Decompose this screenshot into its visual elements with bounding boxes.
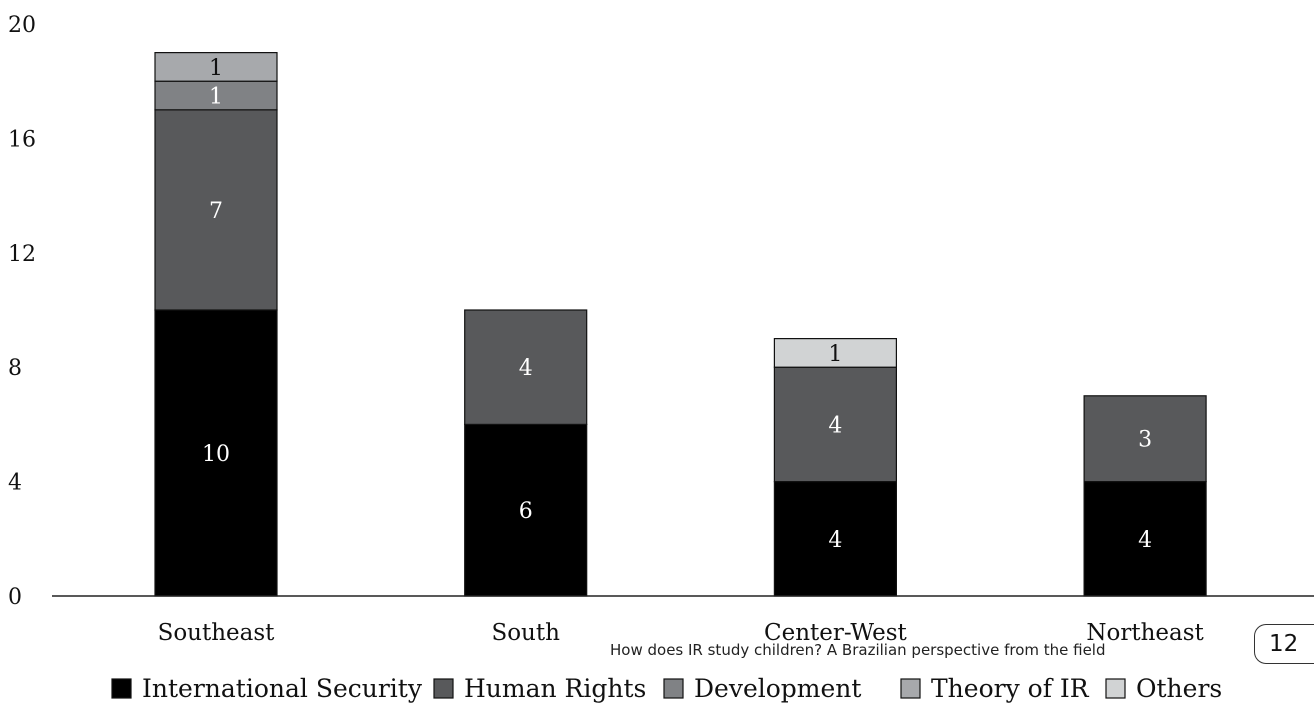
- x-category-label: Center-West: [764, 620, 908, 646]
- bar-value-label: 1: [209, 56, 223, 81]
- x-axis: Southeast South Center-West Northeast: [158, 620, 1205, 646]
- bar-value-label: 4: [519, 356, 533, 381]
- y-tick-label: 4: [8, 471, 22, 496]
- x-category-label: Northeast: [1086, 620, 1204, 646]
- y-tick-label: 8: [8, 356, 22, 381]
- y-tick-label: 12: [8, 242, 36, 267]
- legend-label: Others: [1136, 674, 1222, 703]
- y-tick-label: 20: [8, 13, 36, 38]
- legend-label: Human Rights: [464, 674, 646, 703]
- bar-segment: [154, 51, 278, 82]
- footer-caption: How does IR study children? A Brazilian …: [610, 641, 1106, 659]
- legend-swatch: [900, 678, 921, 699]
- legend-label: International Security: [142, 674, 423, 703]
- bar-value-label: 3: [1138, 428, 1152, 453]
- bar-segment: [154, 309, 278, 597]
- page-number: 12: [1254, 624, 1314, 664]
- legend-swatch: [663, 678, 684, 699]
- bar-value-label: 7: [209, 199, 223, 224]
- bars: 10 7 1 1 6 4 4 4 1 4 3: [154, 51, 1207, 597]
- bar-value-label: 4: [828, 413, 842, 438]
- legend-swatch: [433, 678, 454, 699]
- bar-value-label: 1: [209, 85, 223, 110]
- bar-segment: [464, 423, 588, 597]
- legend-swatch: [111, 678, 132, 699]
- bar-value-label: 1: [828, 342, 842, 367]
- bar-segment: [154, 109, 278, 311]
- legend: International Security Human Rights Develo…: [111, 674, 1222, 703]
- bar-value-label: 4: [828, 528, 842, 553]
- x-category-label: Southeast: [158, 620, 276, 646]
- bar-segment: [1083, 395, 1207, 483]
- bar-segment: [464, 309, 588, 426]
- legend-label: Development: [694, 674, 861, 703]
- y-tick-label: 16: [8, 127, 36, 152]
- bar-value-label: 10: [202, 442, 230, 467]
- bar-value-label: 4: [1138, 528, 1152, 553]
- y-axis: 0 4 8 12 16 20: [8, 13, 36, 610]
- x-category-label: South: [491, 620, 560, 646]
- legend-swatch: [1105, 678, 1126, 699]
- bar-segment: [1083, 481, 1207, 597]
- y-tick-label: 0: [8, 585, 22, 610]
- bar-segment: [773, 366, 898, 483]
- bar-segment: [773, 338, 898, 368]
- legend-label: Theory of IR: [931, 674, 1090, 703]
- bar-value-label: 6: [519, 499, 533, 524]
